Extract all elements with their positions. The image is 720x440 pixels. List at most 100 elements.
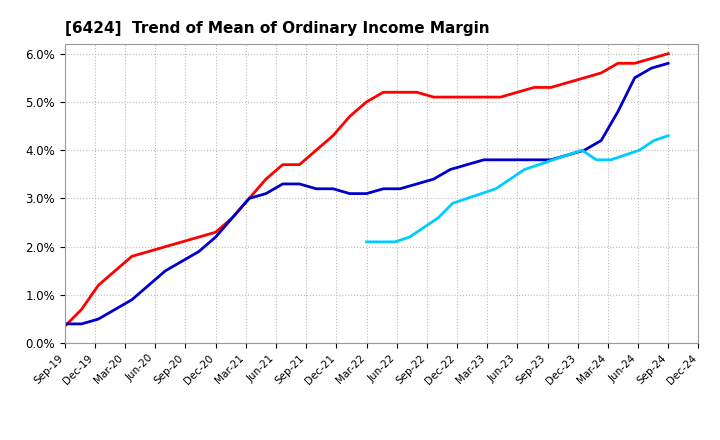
- 5 Years: [60, 321, 69, 326]
- 7 Years: [477, 191, 486, 196]
- Line: 3 Years: 3 Years: [65, 54, 668, 326]
- 5 Years: [546, 157, 555, 162]
- 3 Years: [312, 147, 320, 153]
- 3 Years: [413, 90, 421, 95]
- 3 Years: [144, 249, 153, 254]
- 3 Years: [295, 162, 304, 167]
- 5 Years: [228, 215, 237, 220]
- 7 Years: [664, 133, 672, 138]
- 3 Years: [279, 162, 287, 167]
- 7 Years: [521, 167, 529, 172]
- 5 Years: [664, 61, 672, 66]
- 3 Years: [631, 61, 639, 66]
- 5 Years: [295, 181, 304, 187]
- 5 Years: [77, 321, 86, 326]
- 7 Years: [577, 147, 586, 153]
- 7 Years: [377, 239, 385, 245]
- 3 Years: [178, 239, 186, 245]
- Line: 7 Years: 7 Years: [366, 136, 668, 242]
- 3 Years: [194, 235, 203, 240]
- Legend: 3 Years, 5 Years, 7 Years, 10 Years: 3 Years, 5 Years, 7 Years, 10 Years: [172, 439, 591, 440]
- 5 Years: [328, 186, 337, 191]
- 7 Years: [434, 215, 443, 220]
- 3 Years: [346, 114, 354, 119]
- 7 Years: [635, 147, 644, 153]
- 5 Years: [212, 235, 220, 240]
- 7 Years: [621, 152, 629, 158]
- 7 Years: [606, 157, 615, 162]
- 5 Years: [245, 196, 253, 201]
- 3 Years: [429, 95, 438, 100]
- 5 Years: [597, 138, 606, 143]
- 5 Years: [446, 167, 454, 172]
- 3 Years: [546, 85, 555, 90]
- 3 Years: [513, 90, 522, 95]
- 3 Years: [563, 80, 572, 85]
- 5 Years: [530, 157, 539, 162]
- 3 Years: [530, 85, 539, 90]
- 3 Years: [463, 95, 472, 100]
- 3 Years: [446, 95, 454, 100]
- 7 Years: [492, 186, 500, 191]
- 3 Years: [111, 268, 120, 273]
- 3 Years: [127, 254, 136, 259]
- 5 Years: [144, 282, 153, 288]
- 7 Years: [391, 239, 400, 245]
- 5 Years: [178, 259, 186, 264]
- 7 Years: [563, 152, 572, 158]
- 3 Years: [60, 324, 69, 329]
- 5 Years: [111, 307, 120, 312]
- 7 Years: [463, 196, 472, 201]
- 5 Years: [513, 157, 522, 162]
- 3 Years: [597, 70, 606, 76]
- 3 Years: [480, 95, 488, 100]
- 5 Years: [413, 181, 421, 187]
- 3 Years: [77, 307, 86, 312]
- 5 Years: [312, 186, 320, 191]
- 3 Years: [245, 196, 253, 201]
- 5 Years: [463, 162, 472, 167]
- 5 Years: [647, 66, 656, 71]
- 5 Years: [429, 176, 438, 182]
- 5 Years: [346, 191, 354, 196]
- 5 Years: [362, 191, 371, 196]
- 3 Years: [362, 99, 371, 105]
- 5 Years: [127, 297, 136, 302]
- 7 Years: [405, 235, 414, 240]
- 3 Years: [580, 75, 589, 81]
- 3 Years: [328, 133, 337, 138]
- 3 Years: [664, 51, 672, 56]
- 7 Years: [535, 162, 544, 167]
- 7 Years: [420, 225, 428, 230]
- 5 Years: [580, 147, 589, 153]
- 7 Years: [549, 157, 557, 162]
- 5 Years: [613, 109, 622, 114]
- Text: [6424]  Trend of Mean of Ordinary Income Margin: [6424] Trend of Mean of Ordinary Income …: [65, 21, 490, 36]
- 7 Years: [592, 157, 600, 162]
- 3 Years: [396, 90, 405, 95]
- 3 Years: [212, 230, 220, 235]
- 3 Years: [94, 282, 103, 288]
- 5 Years: [161, 268, 170, 273]
- 3 Years: [379, 90, 387, 95]
- 3 Years: [161, 244, 170, 249]
- 3 Years: [647, 56, 656, 61]
- 5 Years: [379, 186, 387, 191]
- 5 Years: [279, 181, 287, 187]
- 3 Years: [228, 215, 237, 220]
- 5 Years: [396, 186, 405, 191]
- 5 Years: [261, 191, 270, 196]
- 7 Years: [362, 239, 371, 245]
- 5 Years: [563, 152, 572, 158]
- 5 Years: [94, 316, 103, 322]
- 7 Years: [649, 138, 658, 143]
- 3 Years: [613, 61, 622, 66]
- 3 Years: [261, 176, 270, 182]
- Line: 5 Years: 5 Years: [65, 63, 668, 324]
- 5 Years: [194, 249, 203, 254]
- 7 Years: [506, 176, 515, 182]
- 7 Years: [449, 201, 457, 206]
- 5 Years: [631, 75, 639, 81]
- 5 Years: [496, 157, 505, 162]
- 5 Years: [480, 157, 488, 162]
